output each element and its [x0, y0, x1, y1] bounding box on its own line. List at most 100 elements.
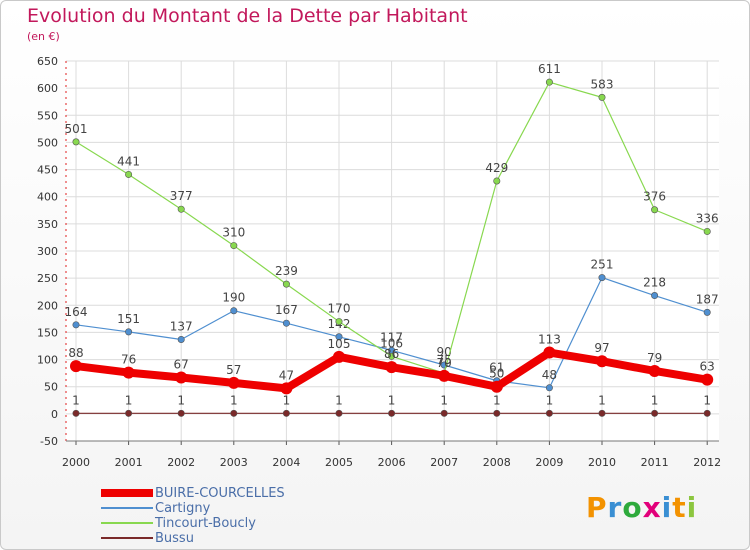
x-tick-label: 2008: [483, 456, 511, 469]
x-tick-label: 2012: [693, 456, 721, 469]
x-tick-label: 2010: [588, 456, 616, 469]
data-point: [72, 409, 80, 417]
data-label: 47: [279, 368, 294, 382]
data-point: [122, 366, 135, 379]
data-point: [598, 409, 606, 417]
data-label: 239: [275, 264, 298, 278]
data-point: [335, 318, 343, 326]
y-tick-label: 50: [44, 381, 58, 394]
data-point: [596, 355, 608, 368]
data-label: 97: [594, 341, 609, 355]
data-label: 1: [703, 393, 711, 407]
data-label: 1: [230, 393, 238, 407]
data-point: [230, 307, 238, 315]
data-label: 377: [170, 189, 193, 203]
data-label: 1: [125, 393, 133, 407]
data-point: [545, 78, 553, 86]
data-label: 167: [275, 303, 298, 317]
y-tick-label: 400: [37, 191, 58, 204]
data-label: 1: [598, 393, 606, 407]
data-point: [282, 409, 290, 417]
data-label: 441: [117, 154, 140, 168]
data-point: [175, 371, 188, 384]
legend-swatch: [101, 522, 153, 524]
data-label: 1: [440, 393, 448, 407]
data-point: [651, 409, 659, 417]
legend-label: Tincourt-Boucly: [155, 516, 256, 531]
data-label: 501: [65, 122, 88, 136]
data-label: 70: [437, 356, 452, 370]
chart-subtitle: (en €): [27, 30, 60, 43]
y-tick-label: 250: [37, 272, 58, 285]
data-point: [333, 350, 345, 363]
data-point: [125, 328, 133, 336]
y-tick-label: 300: [37, 245, 58, 258]
data-point: [703, 409, 711, 417]
legend-swatch: [101, 537, 153, 539]
data-point: [598, 274, 606, 282]
data-point: [598, 93, 606, 101]
y-tick-label: 100: [37, 354, 58, 367]
data-label: 63: [700, 360, 715, 374]
data-label: 611: [538, 62, 561, 76]
data-point: [335, 333, 343, 341]
x-tick-label: 2011: [641, 456, 669, 469]
data-point: [703, 227, 711, 235]
data-label: 1: [546, 393, 554, 407]
data-label: 117: [380, 330, 403, 344]
data-label: 67: [174, 357, 189, 371]
y-tick-label: 0: [51, 408, 58, 421]
data-point: [388, 352, 396, 360]
data-label: 336: [696, 211, 719, 225]
data-point: [701, 373, 714, 386]
data-point: [543, 346, 556, 359]
legend-swatch: [101, 489, 153, 497]
data-label: 61: [489, 361, 504, 375]
data-point: [230, 242, 238, 250]
data-label: 75: [437, 353, 452, 367]
legend-label: Cartigny: [155, 501, 211, 516]
data-point: [72, 321, 80, 329]
x-tick-label: 2000: [62, 456, 90, 469]
y-tick-label: 550: [37, 109, 58, 122]
data-label: 88: [68, 346, 83, 360]
y-tick-label: 600: [37, 82, 58, 95]
data-point: [282, 280, 290, 288]
data-point: [385, 361, 398, 374]
data-label: 583: [591, 77, 614, 91]
legend-label: BUIRE-COURCELLES: [155, 486, 285, 501]
y-tick-label: -50: [40, 435, 58, 448]
y-tick-label: 500: [37, 136, 58, 149]
x-tick-label: 2005: [325, 456, 353, 469]
data-point: [440, 409, 448, 417]
data-label: 1: [72, 393, 80, 407]
chart-title: Evolution du Montant de la Dette par Hab…: [27, 5, 468, 27]
data-label: 137: [170, 319, 193, 333]
data-label: 86: [384, 347, 399, 361]
y-tick-label: 150: [37, 326, 58, 339]
data-point: [490, 380, 503, 393]
data-label: 1: [651, 393, 659, 407]
data-label: 79: [647, 351, 662, 365]
data-label: 76: [121, 353, 136, 367]
data-label: 429: [485, 161, 508, 175]
x-tick-label: 2009: [535, 456, 563, 469]
data-point: [72, 138, 80, 146]
data-label: 1: [388, 393, 396, 407]
data-label: 1: [335, 393, 343, 407]
x-tick-label: 2002: [167, 456, 195, 469]
data-label: 190: [222, 291, 245, 305]
x-tick-label: 2003: [220, 456, 248, 469]
data-label: 251: [591, 258, 614, 272]
data-point: [230, 409, 238, 417]
data-point: [388, 409, 396, 417]
proxiti-logo: Proxiti: [586, 491, 698, 524]
data-point: [125, 409, 133, 417]
data-point: [545, 384, 553, 392]
data-label: 113: [538, 333, 561, 347]
y-tick-label: 200: [37, 299, 58, 312]
data-point: [493, 177, 501, 185]
legend-swatch: [101, 507, 153, 509]
x-tick-label: 2006: [378, 456, 406, 469]
data-point: [282, 319, 290, 327]
